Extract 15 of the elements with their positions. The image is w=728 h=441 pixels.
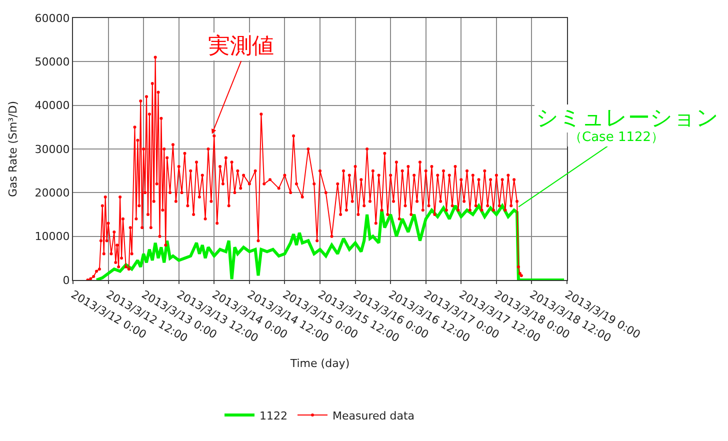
y-tick-label: 40000	[34, 99, 70, 112]
y-tick-label: 0	[62, 274, 70, 287]
y-tick-label: 50000	[34, 56, 70, 69]
y-tick-label: 20000	[34, 186, 70, 200]
legend-label: 1122	[260, 409, 288, 422]
y-axis-title: Gas Rate (Sm³/D)	[6, 100, 20, 198]
y-tick-label: 30000	[34, 142, 70, 156]
y-tick-label: 10000	[34, 230, 70, 244]
y-tick-label: 60000	[34, 12, 70, 25]
annotation: シミュレーション	[536, 106, 719, 131]
text: （Case 1122）	[569, 130, 664, 145]
x-axis-title: Time (day)	[289, 357, 350, 370]
legend-label: Measured data	[332, 409, 415, 422]
line-series	[95, 204, 566, 280]
annotation: 実測値	[208, 34, 274, 59]
